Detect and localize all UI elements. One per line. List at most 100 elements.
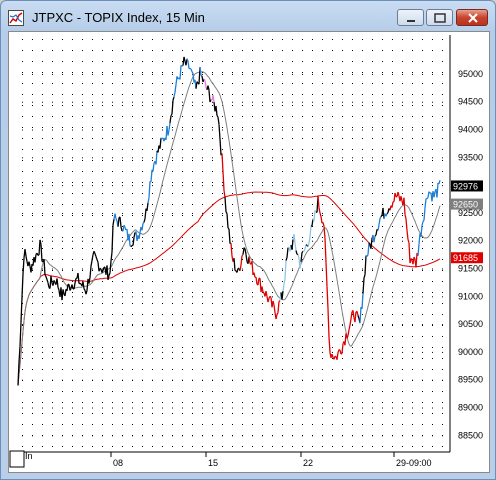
grid-dot: [442, 185, 443, 187]
grid-dot: [72, 435, 73, 436]
minimize-button[interactable]: [397, 9, 424, 26]
grid-dot: [382, 270, 383, 271]
price-segment: [408, 242, 411, 264]
grid-dot: [102, 94, 103, 95]
grid-dot: [192, 325, 193, 326]
grid-dot: [412, 171, 413, 172]
grid-dot: [72, 94, 73, 95]
corner-box[interactable]: [9, 450, 25, 468]
grid-dot: [62, 212, 63, 214]
grid-dot: [122, 446, 123, 447]
price-segment: [262, 291, 265, 294]
grid-dot: [252, 193, 253, 194]
grid-dot: [132, 347, 133, 348]
grid-dot: [52, 105, 53, 106]
grid-dot: [382, 407, 383, 409]
grid-dot: [122, 61, 123, 62]
grid-dot: [162, 50, 163, 51]
price-segment: [338, 349, 341, 351]
price-segment: [20, 297, 23, 323]
grid-dot: [412, 83, 413, 84]
grid-dot: [92, 212, 93, 214]
grid-dot: [332, 259, 333, 260]
grid-dot: [52, 39, 53, 40]
maximize-button[interactable]: [426, 9, 453, 26]
grid-dot: [272, 215, 273, 216]
grid-dot: [252, 127, 253, 128]
grid-dot: [212, 369, 213, 370]
grid-dot: [432, 116, 433, 117]
chart-area[interactable]: 88500 89000 89500 90000 90500 91000 91500 92000…: [8, 31, 490, 473]
grid-dot: [232, 324, 233, 326]
grid-dot: [102, 171, 103, 172]
grid-dot: [72, 296, 73, 298]
price-segment: [183, 56, 186, 62]
grid-dot: [412, 259, 413, 260]
price-segment: [142, 221, 145, 224]
grid-dot: [242, 281, 243, 282]
grid-dot: [152, 138, 153, 139]
grid-dot: [242, 127, 243, 128]
grid-dot: [132, 101, 133, 103]
price-segment: [336, 352, 339, 360]
close-button[interactable]: [456, 9, 488, 26]
grid-dot: [352, 215, 353, 216]
grid-dot: [52, 160, 53, 161]
grid-dot: [252, 138, 253, 139]
grid-dot: [122, 358, 123, 359]
grid-dot: [362, 324, 363, 326]
grid-dot: [112, 61, 113, 62]
price-chart[interactable]: 8850089000895009000090500910009150092000…: [9, 32, 489, 472]
grid-dot: [102, 129, 103, 131]
price-segment: [219, 139, 222, 156]
grid-dot: [112, 325, 113, 326]
grid-dot: [112, 127, 113, 128]
grid-dot: [122, 129, 123, 131]
grid-dot: [442, 248, 443, 249]
grid-dot: [222, 347, 223, 348]
grid-dot: [292, 369, 293, 370]
grid-dot: [162, 424, 163, 425]
grid-dot: [272, 237, 273, 238]
y-tick-label: 93500: [458, 152, 483, 162]
grid-dot: [202, 424, 203, 425]
grid-dot: [292, 83, 293, 84]
grid-dot: [282, 237, 283, 238]
grid-dot: [42, 336, 43, 337]
grid-dot: [92, 446, 93, 447]
grid-dot: [172, 204, 173, 205]
grid-dot: [252, 83, 253, 84]
grid-dot: [72, 101, 73, 103]
grid-dot: [62, 424, 63, 425]
grid-dot: [132, 138, 133, 139]
grid-dot: [292, 347, 293, 348]
grid-dot: [162, 61, 163, 62]
grid-dot: [102, 424, 103, 425]
grid-dot: [172, 193, 173, 194]
grid-dot: [342, 402, 343, 403]
grid-dot: [262, 325, 263, 326]
title-bar[interactable]: JTPXC - TOPIX Index, 15 Min: [1, 1, 495, 31]
grid-dot: [42, 314, 43, 315]
grid-dot: [152, 358, 153, 359]
grid-dot: [412, 325, 413, 326]
grid-dot: [282, 50, 283, 51]
grid-dot: [262, 204, 263, 205]
grid-dot: [442, 39, 443, 40]
price-segment: [341, 343, 344, 354]
grid-dot: [112, 402, 113, 403]
grid-dot: [272, 259, 273, 260]
grid-dot: [192, 413, 193, 414]
grid-dot: [402, 268, 403, 270]
grid-dot: [432, 407, 433, 409]
grid-dot: [122, 380, 123, 381]
grid-dot: [432, 259, 433, 260]
price-segment: [73, 282, 76, 290]
grid-dot: [42, 281, 43, 282]
grid-dot: [42, 83, 43, 84]
grid-dot: [32, 240, 33, 242]
grid-dot: [272, 212, 273, 214]
grid-dot: [32, 325, 33, 326]
grid-dot: [52, 402, 53, 403]
grid: [22, 39, 443, 447]
